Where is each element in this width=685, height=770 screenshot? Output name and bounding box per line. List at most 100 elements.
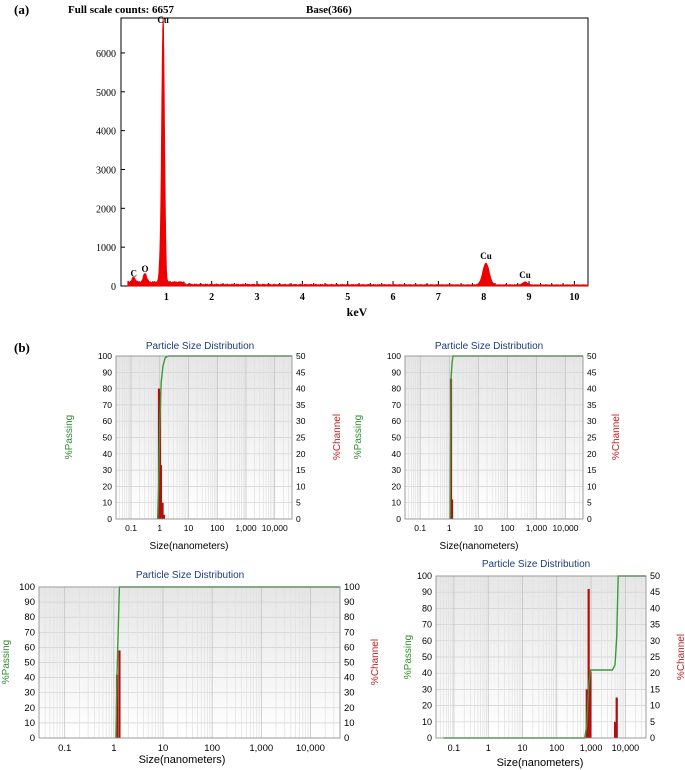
psd-right-tick-label: 50 (296, 351, 306, 361)
eds-peak-label: Cu (480, 251, 492, 261)
eds-peak-label: O (142, 264, 149, 274)
psd-2-x-axis-label: Size(nanometers) (440, 541, 519, 552)
psd-left-tick-label: 10 (392, 498, 402, 508)
psd-plot-frame (38, 586, 341, 739)
psd-plot-frame (115, 355, 293, 520)
psd-right-tick-label: 40 (587, 384, 597, 394)
psd-x-tick-label: 1 (157, 523, 162, 533)
psd-channel-bar (613, 721, 617, 738)
psd-right-tick-label: 60 (344, 642, 355, 653)
eds-y-tick-label: 1000 (96, 243, 116, 254)
psd-x-tick-label: 10 (474, 523, 484, 533)
eds-x-tick-label: 3 (255, 292, 260, 303)
psd-3-right-axis-label: %Channel (370, 639, 381, 685)
psd-channel-bar (450, 499, 454, 519)
eds-y-tick-label: 4000 (96, 127, 116, 138)
psd-left-tick-label: 40 (103, 449, 113, 459)
psd-left-tick-label: 0 (427, 733, 432, 743)
eds-x-tick-label: 4 (300, 292, 305, 303)
psd-2-title: Particle Size Distribution (435, 341, 543, 352)
psd-right-tick-label: 25 (296, 433, 306, 443)
psd-channel-bar (118, 650, 121, 738)
psd-channel-bar (158, 391, 162, 519)
psd-left-tick-label: 30 (24, 688, 35, 699)
psd-1-title: Particle Size Distribution (146, 341, 254, 352)
psd-right-tick-label: 20 (650, 668, 660, 678)
psd-right-tick-label: 50 (650, 571, 660, 581)
psd-2-left-axis-label: %Passing (353, 415, 364, 459)
psd-left-tick-label: 30 (392, 465, 402, 475)
psd-left-tick-label: 80 (103, 384, 113, 394)
psd-x-tick-label: 0.1 (125, 523, 137, 533)
psd-left-tick-label: 60 (24, 642, 35, 653)
psd-passing-line (443, 575, 646, 739)
psd-x-tick-label: 0.1 (448, 743, 461, 753)
psd-right-tick-label: 30 (587, 416, 597, 426)
eds-x-tick-label: 6 (391, 292, 396, 303)
psd-left-tick-label: 70 (422, 620, 432, 630)
psd-x-tick-label: 1 (447, 523, 452, 533)
psd-1-x-axis-label: Size(nanometers) (150, 541, 229, 552)
eds-x-tick-label: 7 (436, 292, 441, 303)
psd-3-x-axis-label: Size(nanometers) (139, 754, 226, 766)
psd-4-right-axis-label: %Channel (676, 634, 685, 680)
psd-x-tick-label: 100 (500, 523, 514, 533)
psd-left-tick-label: 50 (103, 433, 113, 443)
psd-channel-bar (615, 697, 618, 738)
psd-right-tick-label: 0 (296, 514, 301, 524)
eds-peak-label: Cu (157, 15, 169, 25)
psd-left-tick-label: 20 (392, 481, 402, 491)
psd-right-tick-label: 20 (296, 449, 306, 459)
psd-left-tick-label: 80 (24, 612, 35, 623)
psd-x-tick-label: 10 (158, 743, 169, 754)
eds-spectrum-series (127, 17, 589, 287)
psd-right-tick-label: 20 (587, 449, 597, 459)
psd-right-tick-label: 10 (344, 718, 355, 729)
psd-2-right-axis-label: %Channel (611, 414, 622, 460)
psd-left-tick-label: 40 (24, 673, 35, 684)
psd-left-tick-label: 90 (392, 367, 402, 377)
eds-x-tick-label: 5 (345, 292, 350, 303)
psd-x-tick-label: 1 (111, 743, 116, 754)
psd-3-left-axis-label: %Passing (1, 640, 12, 684)
psd-left-tick-label: 0 (30, 733, 35, 744)
eds-x-axis-label: keV (347, 305, 368, 319)
eds-x-tick-label: 9 (527, 292, 532, 303)
psd-x-tick-label: 1,000 (249, 743, 273, 754)
psd-right-tick-label: 10 (587, 481, 597, 491)
psd-x-tick-label: 100 (204, 743, 220, 754)
psd-left-tick-label: 10 (24, 718, 35, 729)
psd-right-tick-label: 0 (587, 514, 592, 524)
psd-right-tick-label: 25 (587, 433, 597, 443)
psd-left-tick-label: 90 (24, 597, 35, 608)
psd-right-tick-label: 40 (650, 603, 660, 613)
psd-x-tick-label: 100 (549, 743, 564, 753)
psd-left-tick-label: 90 (422, 587, 432, 597)
psd-left-tick-label: 80 (392, 384, 402, 394)
psd-left-tick-label: 50 (392, 433, 402, 443)
psd-right-tick-label: 5 (650, 717, 655, 727)
psd-left-tick-label: 40 (392, 449, 402, 459)
psd-left-tick-label: 70 (24, 627, 35, 638)
psd-right-tick-label: 0 (650, 733, 655, 743)
psd-left-tick-label: 80 (422, 603, 432, 613)
psd-left-tick-label: 10 (103, 498, 113, 508)
psd-4-left-axis-label: %Passing (403, 635, 414, 679)
psd-x-tick-label: 0.1 (58, 743, 71, 754)
psd-left-tick-label: 40 (422, 668, 432, 678)
eds-y-tick-label: 2000 (96, 204, 116, 215)
psd-left-tick-label: 100 (19, 582, 35, 593)
eds-peak-label: C (130, 268, 137, 278)
psd-right-tick-label: 5 (587, 498, 592, 508)
eds-x-tick-label: 1 (164, 292, 169, 303)
psd-left-tick-label: 0 (396, 514, 401, 524)
psd-right-tick-label: 100 (344, 582, 360, 593)
psd-right-tick-label: 30 (344, 688, 355, 699)
psd-x-tick-label: 10,000 (553, 523, 579, 533)
psd-4-title: Particle Size Distribution (482, 559, 590, 570)
psd-x-tick-label: 100 (210, 523, 224, 533)
psd-3-title: Particle Size Distribution (136, 570, 244, 581)
psd-left-tick-label: 100 (98, 351, 112, 361)
psd-right-tick-label: 20 (344, 703, 355, 714)
